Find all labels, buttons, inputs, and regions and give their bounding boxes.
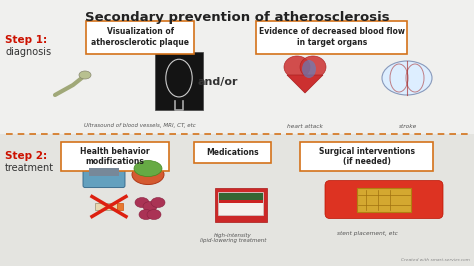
Text: Medications: Medications: [207, 148, 259, 157]
Text: stent placement, etc: stent placement, etc: [337, 231, 397, 236]
Bar: [155, 52, 203, 110]
Bar: [219, 193, 263, 200]
Text: diagnosis: diagnosis: [5, 47, 51, 57]
Text: Secondary prevention of atherosclerosis: Secondary prevention of atherosclerosis: [85, 11, 389, 24]
Ellipse shape: [135, 198, 149, 207]
Text: Evidence of decreased blood flow
in target organs: Evidence of decreased blood flow in targ…: [259, 27, 405, 47]
Ellipse shape: [302, 60, 316, 78]
Text: Created with smart.servier.com: Created with smart.servier.com: [401, 258, 470, 262]
Bar: [0, 134, 474, 266]
Bar: [95, 202, 117, 210]
Ellipse shape: [134, 161, 162, 177]
Bar: [89, 168, 119, 176]
FancyBboxPatch shape: [194, 142, 272, 163]
Ellipse shape: [151, 198, 165, 207]
Bar: [219, 200, 263, 202]
FancyBboxPatch shape: [325, 181, 443, 219]
Ellipse shape: [79, 71, 91, 79]
Text: and/or: and/or: [198, 77, 238, 87]
Text: heart attack: heart attack: [287, 123, 323, 128]
Text: Step 1:: Step 1:: [5, 35, 47, 45]
FancyBboxPatch shape: [86, 20, 194, 53]
Ellipse shape: [132, 165, 164, 185]
Ellipse shape: [284, 56, 310, 78]
Text: Surgical interventions
(if needed): Surgical interventions (if needed): [319, 147, 415, 166]
Text: stroke: stroke: [399, 123, 417, 128]
Text: Health behavior
modifications: Health behavior modifications: [80, 147, 150, 166]
FancyBboxPatch shape: [215, 188, 267, 222]
Ellipse shape: [143, 202, 157, 211]
Ellipse shape: [147, 210, 161, 219]
Polygon shape: [287, 75, 323, 93]
Ellipse shape: [300, 56, 326, 78]
Ellipse shape: [382, 61, 432, 95]
Bar: [117, 202, 123, 210]
Text: high-intensity
lipid-lowering treatment: high-intensity lipid-lowering treatment: [200, 232, 266, 243]
FancyBboxPatch shape: [219, 192, 264, 215]
Text: treatment: treatment: [5, 163, 54, 173]
FancyBboxPatch shape: [256, 20, 408, 53]
Bar: [0, 0, 474, 134]
FancyBboxPatch shape: [301, 142, 434, 171]
FancyBboxPatch shape: [61, 142, 170, 171]
Text: Visualization of
atherosclerotic plaque: Visualization of atherosclerotic plaque: [91, 27, 190, 47]
Ellipse shape: [139, 210, 153, 219]
Text: Ultrasound of blood vessels, MRI, CT, etc: Ultrasound of blood vessels, MRI, CT, et…: [84, 123, 196, 128]
Text: Step 2:: Step 2:: [5, 151, 47, 161]
FancyBboxPatch shape: [83, 161, 125, 188]
FancyBboxPatch shape: [357, 188, 411, 211]
